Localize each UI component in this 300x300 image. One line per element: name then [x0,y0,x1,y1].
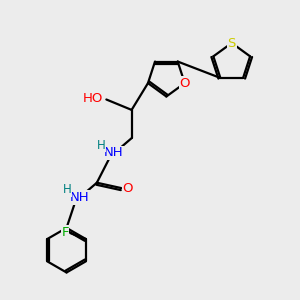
Text: H: H [97,139,106,152]
Text: HO: HO [83,92,104,104]
Text: NH: NH [104,146,124,160]
Text: H: H [63,183,71,196]
Text: O: O [122,182,133,195]
Text: S: S [227,37,236,50]
Text: F: F [61,226,69,239]
Text: O: O [179,77,190,90]
Text: NH: NH [70,191,90,204]
